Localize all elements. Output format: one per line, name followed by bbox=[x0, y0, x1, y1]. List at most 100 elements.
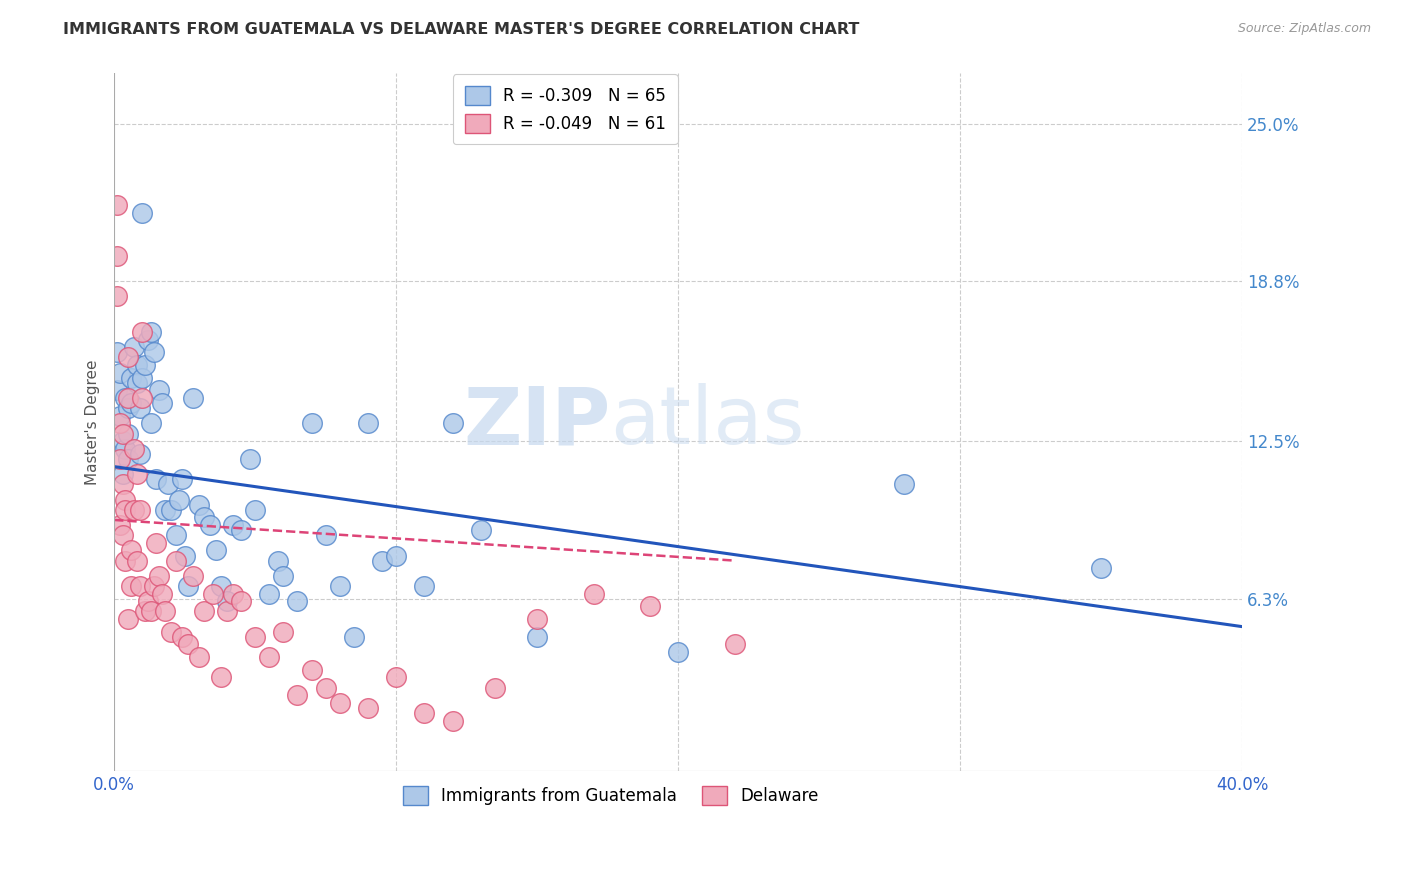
Point bbox=[114, 503, 136, 517]
Point bbox=[117, 426, 139, 441]
Point bbox=[108, 417, 131, 431]
Point bbox=[142, 579, 165, 593]
Point bbox=[238, 452, 260, 467]
Point bbox=[125, 467, 148, 482]
Point bbox=[125, 376, 148, 390]
Point bbox=[259, 586, 281, 600]
Point bbox=[122, 503, 145, 517]
Point bbox=[120, 370, 142, 384]
Point bbox=[301, 663, 323, 677]
Point bbox=[357, 701, 380, 715]
Point bbox=[128, 503, 150, 517]
Point bbox=[315, 681, 337, 695]
Point bbox=[723, 637, 745, 651]
Point bbox=[215, 594, 238, 608]
Point bbox=[105, 198, 128, 212]
Point bbox=[131, 370, 153, 384]
Point bbox=[120, 579, 142, 593]
Point bbox=[273, 569, 295, 583]
Point bbox=[215, 604, 238, 618]
Point bbox=[209, 670, 232, 684]
Point bbox=[371, 553, 394, 567]
Point bbox=[413, 706, 436, 720]
Point bbox=[139, 417, 162, 431]
Point bbox=[176, 637, 198, 651]
Point bbox=[229, 594, 252, 608]
Point bbox=[198, 518, 221, 533]
Point bbox=[187, 650, 209, 665]
Point bbox=[315, 528, 337, 542]
Point bbox=[117, 401, 139, 416]
Point bbox=[117, 391, 139, 405]
Point bbox=[128, 447, 150, 461]
Point bbox=[136, 594, 159, 608]
Point bbox=[117, 612, 139, 626]
Point bbox=[181, 569, 204, 583]
Point bbox=[229, 523, 252, 537]
Point bbox=[108, 452, 131, 467]
Point bbox=[329, 579, 352, 593]
Point bbox=[201, 586, 224, 600]
Point bbox=[470, 523, 492, 537]
Point bbox=[114, 553, 136, 567]
Text: IMMIGRANTS FROM GUATEMALA VS DELAWARE MASTER'S DEGREE CORRELATION CHART: IMMIGRANTS FROM GUATEMALA VS DELAWARE MA… bbox=[63, 22, 859, 37]
Point bbox=[120, 396, 142, 410]
Point bbox=[120, 543, 142, 558]
Point bbox=[122, 340, 145, 354]
Point bbox=[145, 472, 167, 486]
Point bbox=[128, 579, 150, 593]
Point bbox=[167, 492, 190, 507]
Point bbox=[181, 391, 204, 405]
Point bbox=[173, 549, 195, 563]
Point bbox=[484, 681, 506, 695]
Point bbox=[108, 518, 131, 533]
Point bbox=[385, 549, 408, 563]
Text: atlas: atlas bbox=[610, 384, 804, 461]
Point bbox=[287, 594, 309, 608]
Point bbox=[114, 492, 136, 507]
Point bbox=[125, 358, 148, 372]
Point bbox=[148, 384, 170, 398]
Point bbox=[139, 325, 162, 339]
Point bbox=[114, 442, 136, 456]
Text: Source: ZipAtlas.com: Source: ZipAtlas.com bbox=[1237, 22, 1371, 36]
Point bbox=[131, 391, 153, 405]
Point bbox=[105, 345, 128, 359]
Point bbox=[131, 205, 153, 219]
Point bbox=[301, 417, 323, 431]
Point bbox=[159, 624, 181, 639]
Point bbox=[111, 467, 134, 482]
Point bbox=[105, 289, 128, 303]
Point bbox=[441, 417, 464, 431]
Point bbox=[134, 604, 156, 618]
Point bbox=[638, 599, 661, 614]
Point bbox=[114, 391, 136, 405]
Point bbox=[111, 434, 134, 449]
Point bbox=[128, 401, 150, 416]
Point bbox=[329, 696, 352, 710]
Point bbox=[666, 645, 689, 659]
Point bbox=[343, 630, 366, 644]
Point bbox=[153, 503, 176, 517]
Point bbox=[153, 604, 176, 618]
Point bbox=[193, 510, 215, 524]
Point bbox=[108, 409, 131, 423]
Point bbox=[204, 543, 226, 558]
Point bbox=[209, 579, 232, 593]
Point bbox=[357, 417, 380, 431]
Point bbox=[165, 553, 187, 567]
Point bbox=[259, 650, 281, 665]
Point bbox=[150, 586, 173, 600]
Point bbox=[108, 366, 131, 380]
Point bbox=[125, 553, 148, 567]
Point bbox=[142, 345, 165, 359]
Point bbox=[131, 325, 153, 339]
Point bbox=[105, 384, 128, 398]
Point bbox=[267, 553, 290, 567]
Point bbox=[111, 477, 134, 491]
Point bbox=[243, 503, 266, 517]
Point bbox=[105, 249, 128, 263]
Point bbox=[176, 579, 198, 593]
Point bbox=[117, 351, 139, 365]
Point bbox=[170, 630, 193, 644]
